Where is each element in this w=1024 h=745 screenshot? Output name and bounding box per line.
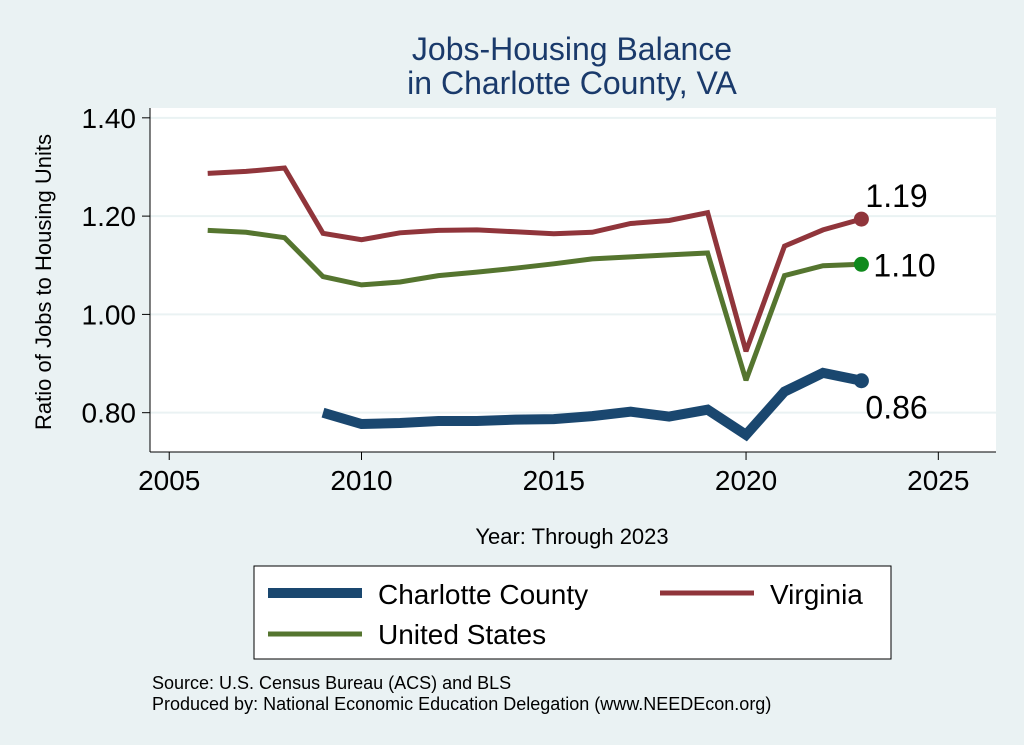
- chart-title: Jobs-Housing Balance: [412, 31, 732, 67]
- x-axis-label: Year: Through 2023: [475, 524, 668, 549]
- end-marker-united-states: [853, 256, 869, 272]
- series-line-united-states: [207, 227, 862, 382]
- end-label-virginia: 1.19: [865, 178, 927, 214]
- source-note: Source: U.S. Census Bureau (ACS) and BLS: [152, 673, 511, 693]
- x-tick-label: 2005: [138, 465, 200, 496]
- series-line-virginia: [207, 165, 863, 353]
- end-label-charlotte-county: 0.86: [865, 390, 927, 426]
- x-tick-label: 2025: [907, 465, 969, 496]
- y-tick-label: 0.80: [82, 398, 137, 429]
- end-labels: 0.86 1.19 1.10: [853, 178, 936, 426]
- legend-box: [253, 565, 892, 660]
- y-axis-label: Ratio of Jobs to Housing Units: [31, 134, 56, 430]
- end-label-united-states: 1.10: [873, 247, 935, 283]
- series-group: [207, 165, 863, 442]
- x-axis-ticks: 2005 2010 2015 2020 2025: [138, 452, 969, 496]
- end-marker-charlotte-county: [853, 373, 869, 389]
- y-axis-ticks: 0.80 1.00 1.20 1.40: [82, 103, 150, 429]
- chart-subtitle: in Charlotte County, VA: [407, 65, 737, 101]
- series-line-charlotte-county: [321, 367, 863, 442]
- legend-label-charlotte: Charlotte County: [378, 579, 588, 610]
- end-marker-virginia: [853, 211, 869, 227]
- legend-label-us: United States: [378, 619, 546, 650]
- plot-area: [150, 108, 996, 452]
- y-tick-label: 1.00: [82, 299, 137, 330]
- x-tick-label: 2020: [715, 465, 777, 496]
- y-tick-label: 1.20: [82, 201, 137, 232]
- x-tick-label: 2015: [523, 465, 585, 496]
- producer-note: Produced by: National Economic Education…: [152, 694, 771, 714]
- legend-label-virginia: Virginia: [770, 579, 863, 610]
- x-tick-label: 2010: [330, 465, 392, 496]
- y-tick-label: 1.40: [82, 103, 137, 134]
